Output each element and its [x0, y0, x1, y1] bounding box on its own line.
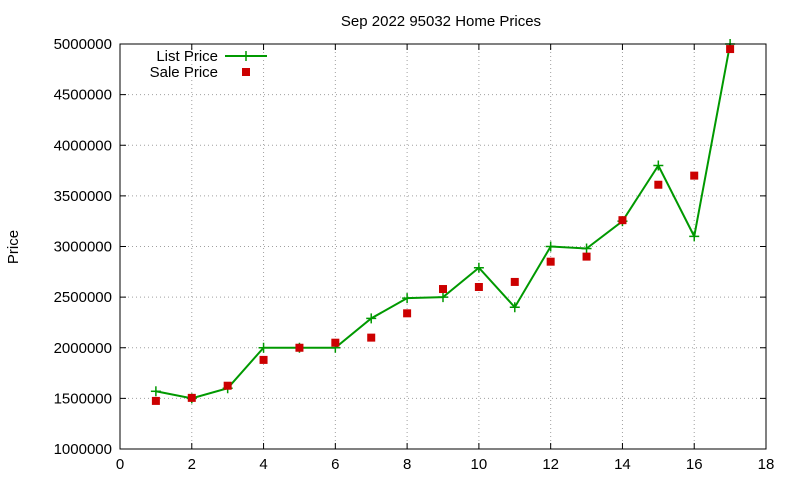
list-price-point [689, 231, 700, 242]
list-price-point [366, 313, 377, 324]
y-tick-label: 3000000 [54, 239, 112, 256]
sale-price-point [367, 333, 376, 342]
sale-price-point [331, 338, 340, 347]
sale-price-point [187, 393, 196, 402]
sale-price-point [546, 257, 555, 266]
x-tick-label: 16 [686, 456, 703, 473]
sale-price-point [474, 283, 483, 291]
sale-price-point [618, 216, 627, 225]
y-tick-label: 4000000 [54, 137, 112, 154]
x-tick-label: 10 [471, 456, 488, 473]
x-tick-label: 6 [331, 456, 339, 473]
y-tick-label: 4500000 [54, 87, 112, 104]
sale-price-point [223, 381, 232, 390]
sale-price-point [582, 252, 591, 261]
plot-series [150, 39, 736, 405]
x-tick-label: 0 [116, 456, 124, 473]
y-tick-label: 5000000 [54, 36, 112, 53]
x-tick-label: 12 [542, 456, 559, 473]
legend-plus-swatch [241, 51, 251, 61]
y-tick-label: 3500000 [54, 188, 112, 205]
legend-label: List Price [156, 48, 218, 65]
x-tick-label: 4 [259, 456, 267, 473]
x-tick-label: 18 [758, 456, 775, 473]
y-axis-label: Price [5, 230, 22, 264]
list-price-point [581, 243, 592, 254]
sale-price-point [726, 45, 735, 54]
legend-label: Sale Price [150, 64, 218, 81]
sale-price-point [259, 355, 268, 364]
list-price-point [258, 342, 269, 353]
x-tick-label: 14 [614, 456, 631, 473]
x-tick-label: 2 [188, 456, 196, 473]
list-price-point [653, 160, 664, 171]
list-price-line [155, 43, 732, 400]
y-tick-label: 2500000 [54, 289, 112, 306]
list-price-point [473, 262, 484, 273]
legend-square-swatch [242, 68, 250, 76]
axis-ticks: 1000000 1500000 2000000 2500000 3000000 35000… [54, 36, 775, 473]
y-tick-label: 1500000 [54, 390, 112, 407]
list-price-point [545, 241, 556, 252]
sale-price-point [510, 277, 519, 286]
sale-price-point [295, 343, 304, 352]
plot-frame [119, 43, 767, 450]
list-price-point [509, 302, 520, 313]
x-tick-label: 8 [403, 456, 411, 473]
sale-price-point [403, 309, 412, 318]
list-price-point [438, 292, 448, 303]
chart-title: Sep 2022 95032 Home Prices [341, 13, 541, 30]
sale-price-point [654, 180, 663, 189]
y-tick-label: 1000000 [54, 441, 112, 458]
y-tick-label: 2000000 [54, 340, 112, 357]
sale-price-point [439, 285, 447, 294]
list-price-point [402, 293, 413, 304]
sale-price-point [151, 396, 160, 405]
grid-lines [120, 44, 766, 449]
list-price-point [150, 386, 161, 397]
sale-price-point [690, 171, 699, 180]
